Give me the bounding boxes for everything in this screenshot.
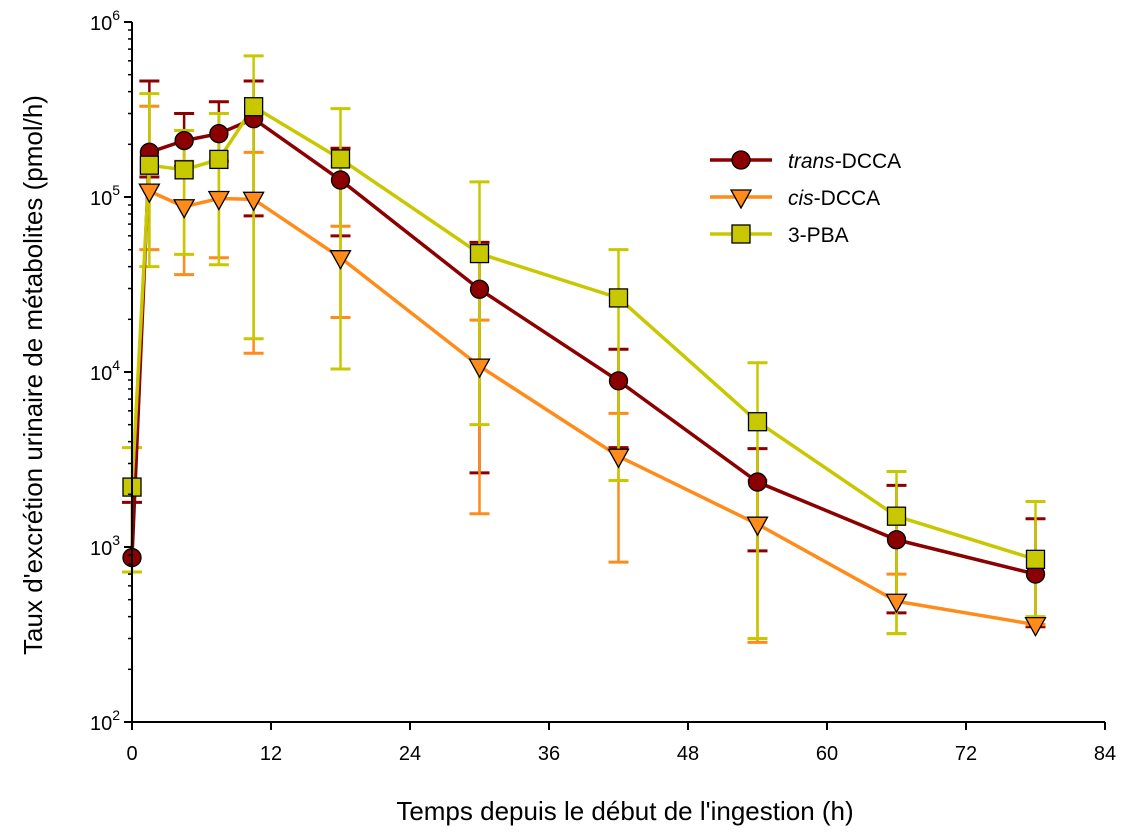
x-tick-label: 24 (399, 743, 421, 765)
data-point-3-pba (469, 243, 490, 264)
axes: 0 12 24 36 48 60 72 84 102 103 104 105 106 (90, 7, 1116, 765)
data-point-trans-dcca (608, 371, 629, 391)
x-tick-label: 60 (816, 743, 838, 765)
data-point-cis-dcca (607, 448, 630, 469)
y-tick-label: 105 (90, 182, 120, 210)
x-tick-label: 36 (538, 743, 560, 765)
legend: trans-DCCA cis-DCCA 3-PBA (710, 150, 901, 247)
data-point-cis-dcca (207, 190, 230, 211)
data-point-3-pba (747, 412, 768, 432)
legend-marker-3-pba (731, 224, 751, 244)
y-tick-label: 106 (90, 7, 120, 35)
data-point-3-pba (243, 97, 264, 117)
data-point-trans-dcca (747, 472, 768, 492)
legend-label-cis-dcca: cis-DCCA (788, 187, 880, 210)
x-axis-title: Temps depuis le début de l'ingestion (h) (396, 796, 853, 826)
legend-marker-cis-dcca (729, 189, 753, 210)
x-tick-label: 12 (260, 743, 282, 765)
x-tick-label: 48 (677, 743, 699, 765)
data-point-3-pba (174, 160, 194, 180)
x-tick-label: 0 (126, 743, 137, 765)
legend-label-3-pba: 3-PBA (788, 224, 849, 247)
data-point-3-pba (608, 288, 629, 308)
data-point-trans-dcca (209, 124, 229, 144)
data-point-trans-dcca (330, 170, 351, 190)
data-point-3-pba (1025, 549, 1046, 570)
series-line-cis-dcca (148, 189, 1036, 627)
data-point-3-pba (886, 506, 907, 526)
y-tick-label: 102 (90, 707, 120, 735)
x-tick-label: 72 (955, 743, 977, 765)
legend-label-trans-dcca: trans-DCCA (788, 150, 901, 173)
data-point-3-pba (209, 149, 229, 170)
legend-marker-trans-dcca (731, 150, 751, 170)
data-point-cis-dcca (242, 191, 265, 212)
data-point-cis-dcca (329, 250, 352, 271)
y-tick-label: 103 (90, 532, 120, 560)
data-point-cis-dcca (173, 199, 196, 220)
data-point-cis-dcca (1024, 616, 1047, 637)
data-point-trans-dcca (174, 130, 194, 151)
data-point-3-pba (139, 155, 160, 175)
series-line-3-pba (130, 104, 1037, 562)
data-point-cis-dcca (885, 593, 908, 614)
y-tick-label: 104 (90, 357, 120, 385)
data-point-trans-dcca (886, 530, 907, 550)
data-point-cis-dcca (138, 183, 161, 204)
error-bars (122, 54, 1046, 644)
series-line-trans-dcca (130, 116, 1036, 576)
data-point-cis-dcca (746, 516, 769, 537)
data-point-trans-dcca (469, 279, 490, 299)
y-axis-title: Taux d'excrétion urinaire de métabolites… (18, 95, 48, 655)
series-markers (122, 97, 1047, 637)
x-tick-label: 84 (1094, 743, 1116, 765)
data-point-cis-dcca (468, 358, 491, 379)
data-point-3-pba (330, 149, 351, 169)
